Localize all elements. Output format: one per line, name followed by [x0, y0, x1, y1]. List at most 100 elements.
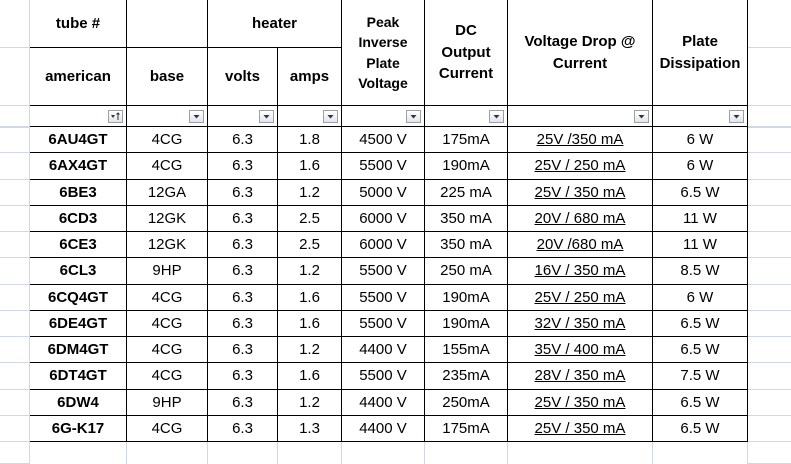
data-cell: 1.2	[278, 179, 342, 206]
cell-text: 190mA	[442, 288, 490, 306]
sort-icon	[111, 112, 120, 120]
cell-text: 1.6	[299, 288, 320, 306]
empty-cell	[748, 206, 791, 232]
cell-text: heater	[251, 15, 298, 32]
data-cell: 6.3	[208, 205, 278, 232]
cell-text: 6CQ4GT	[47, 288, 108, 306]
filter-cell	[653, 106, 748, 127]
data-cell: 6.3	[208, 363, 278, 390]
cell-text: 250mA	[442, 393, 490, 411]
empty-cell	[0, 48, 30, 106]
cell-text: 6.3	[232, 393, 253, 411]
filter-button[interactable]	[489, 110, 504, 123]
cell-text: 190mA	[442, 157, 490, 175]
cell-text: 4400 V	[359, 419, 407, 437]
filter-button[interactable]	[406, 110, 421, 123]
filter-button[interactable]	[729, 110, 744, 123]
data-cell: 20V /680 mA	[508, 232, 653, 259]
empty-cell	[0, 415, 30, 442]
empty-cell	[653, 442, 748, 464]
cell-text: 1.2	[299, 262, 320, 280]
data-cell: 225 mA	[425, 179, 508, 206]
empty-cell	[748, 106, 791, 127]
filter-cell	[278, 106, 342, 127]
data-cell: 5500 V	[342, 153, 425, 180]
cell-text: 7.5 W	[680, 367, 720, 385]
data-cell: 6CQ4GT	[30, 284, 127, 311]
data-cell: 6CL3	[30, 258, 127, 285]
cell-text: 6DE4GT	[48, 314, 108, 332]
filter-button[interactable]	[189, 110, 204, 123]
data-cell: 6000 V	[342, 232, 425, 259]
header-cell: tube #	[30, 0, 127, 48]
cell-text: 6DM4GT	[47, 341, 109, 359]
filter-button[interactable]	[323, 110, 338, 123]
empty-cell	[0, 442, 30, 464]
cell-text: 11 W	[683, 236, 717, 254]
cell-text: 6.5 W	[680, 314, 720, 332]
cell-text: 6DT4GT	[49, 367, 107, 385]
data-cell: 6DW4	[30, 389, 127, 416]
data-cell: 5500 V	[342, 310, 425, 337]
cell-text: 9HP	[152, 393, 182, 411]
empty-cell	[0, 232, 30, 259]
data-cell: 25V / 350 mA	[508, 179, 653, 206]
data-cell: 6CD3	[30, 205, 127, 232]
header-cell: american	[30, 48, 127, 106]
cell-text: 6CD3	[58, 209, 98, 227]
cell-text: 6.5 W	[680, 393, 720, 411]
data-cell: 6.3	[208, 337, 278, 364]
data-cell: 5500 V	[342, 363, 425, 390]
cell-text: 6G-K17	[51, 419, 105, 437]
cell-text: 6.3	[232, 183, 253, 201]
cell-text: 6.3	[232, 288, 253, 306]
data-cell: 6DE4GT	[30, 310, 127, 337]
data-cell: 6.5 W	[653, 389, 748, 416]
cell-text: 1.6	[299, 314, 320, 332]
empty-cell	[0, 310, 30, 337]
cell-text: 155mA	[442, 341, 490, 359]
data-cell: 4400 V	[342, 415, 425, 442]
empty-cell	[342, 442, 425, 464]
data-cell: 6.3	[208, 232, 278, 259]
data-cell: 28V / 350 mA	[508, 363, 653, 390]
cell-text: 350 mA	[440, 209, 492, 227]
data-cell: 16V / 350 mA	[508, 258, 653, 285]
cell-text: 11 W	[683, 209, 717, 227]
data-cell: 12GK	[127, 232, 208, 259]
cell-text: 350 mA	[440, 236, 492, 254]
empty-cell	[748, 258, 791, 285]
cell-text: 25V / 250 mA	[534, 157, 626, 175]
empty-cell	[0, 106, 30, 127]
cell-text: 6 W	[686, 288, 714, 306]
data-cell: 12GA	[127, 179, 208, 206]
header-cell: amps	[278, 48, 342, 106]
data-cell: 6AU4GT	[30, 127, 127, 154]
cell-text: 4400 V	[359, 341, 407, 359]
data-cell: 4CG	[127, 127, 208, 154]
cell-text: 5500 V	[359, 314, 407, 332]
filter-button[interactable]	[259, 110, 274, 123]
cell-text: 6AU4GT	[48, 131, 108, 149]
data-cell: 35V / 400 mA	[508, 337, 653, 364]
cell-text: 6.3	[232, 236, 253, 254]
cell-text: DC Output Current	[438, 21, 494, 83]
data-cell: 2.5	[278, 232, 342, 259]
data-cell: 5000 V	[342, 179, 425, 206]
filter-button[interactable]	[634, 110, 649, 123]
cell-text: 250 mA	[440, 262, 492, 280]
data-cell: 6.3	[208, 310, 278, 337]
data-cell: 6 W	[653, 153, 748, 180]
empty-cell	[30, 442, 127, 464]
empty-cell	[748, 390, 791, 416]
data-cell: 32V / 350 mA	[508, 310, 653, 337]
data-cell: 1.6	[278, 310, 342, 337]
data-cell: 4500 V	[342, 127, 425, 154]
cell-text: 190mA	[442, 314, 490, 332]
filter-button[interactable]	[108, 110, 123, 123]
cell-text: 5500 V	[359, 262, 407, 280]
dropdown-icon	[493, 115, 500, 119]
cell-text: 4CG	[151, 419, 183, 437]
cell-text: 2.5	[299, 236, 320, 254]
